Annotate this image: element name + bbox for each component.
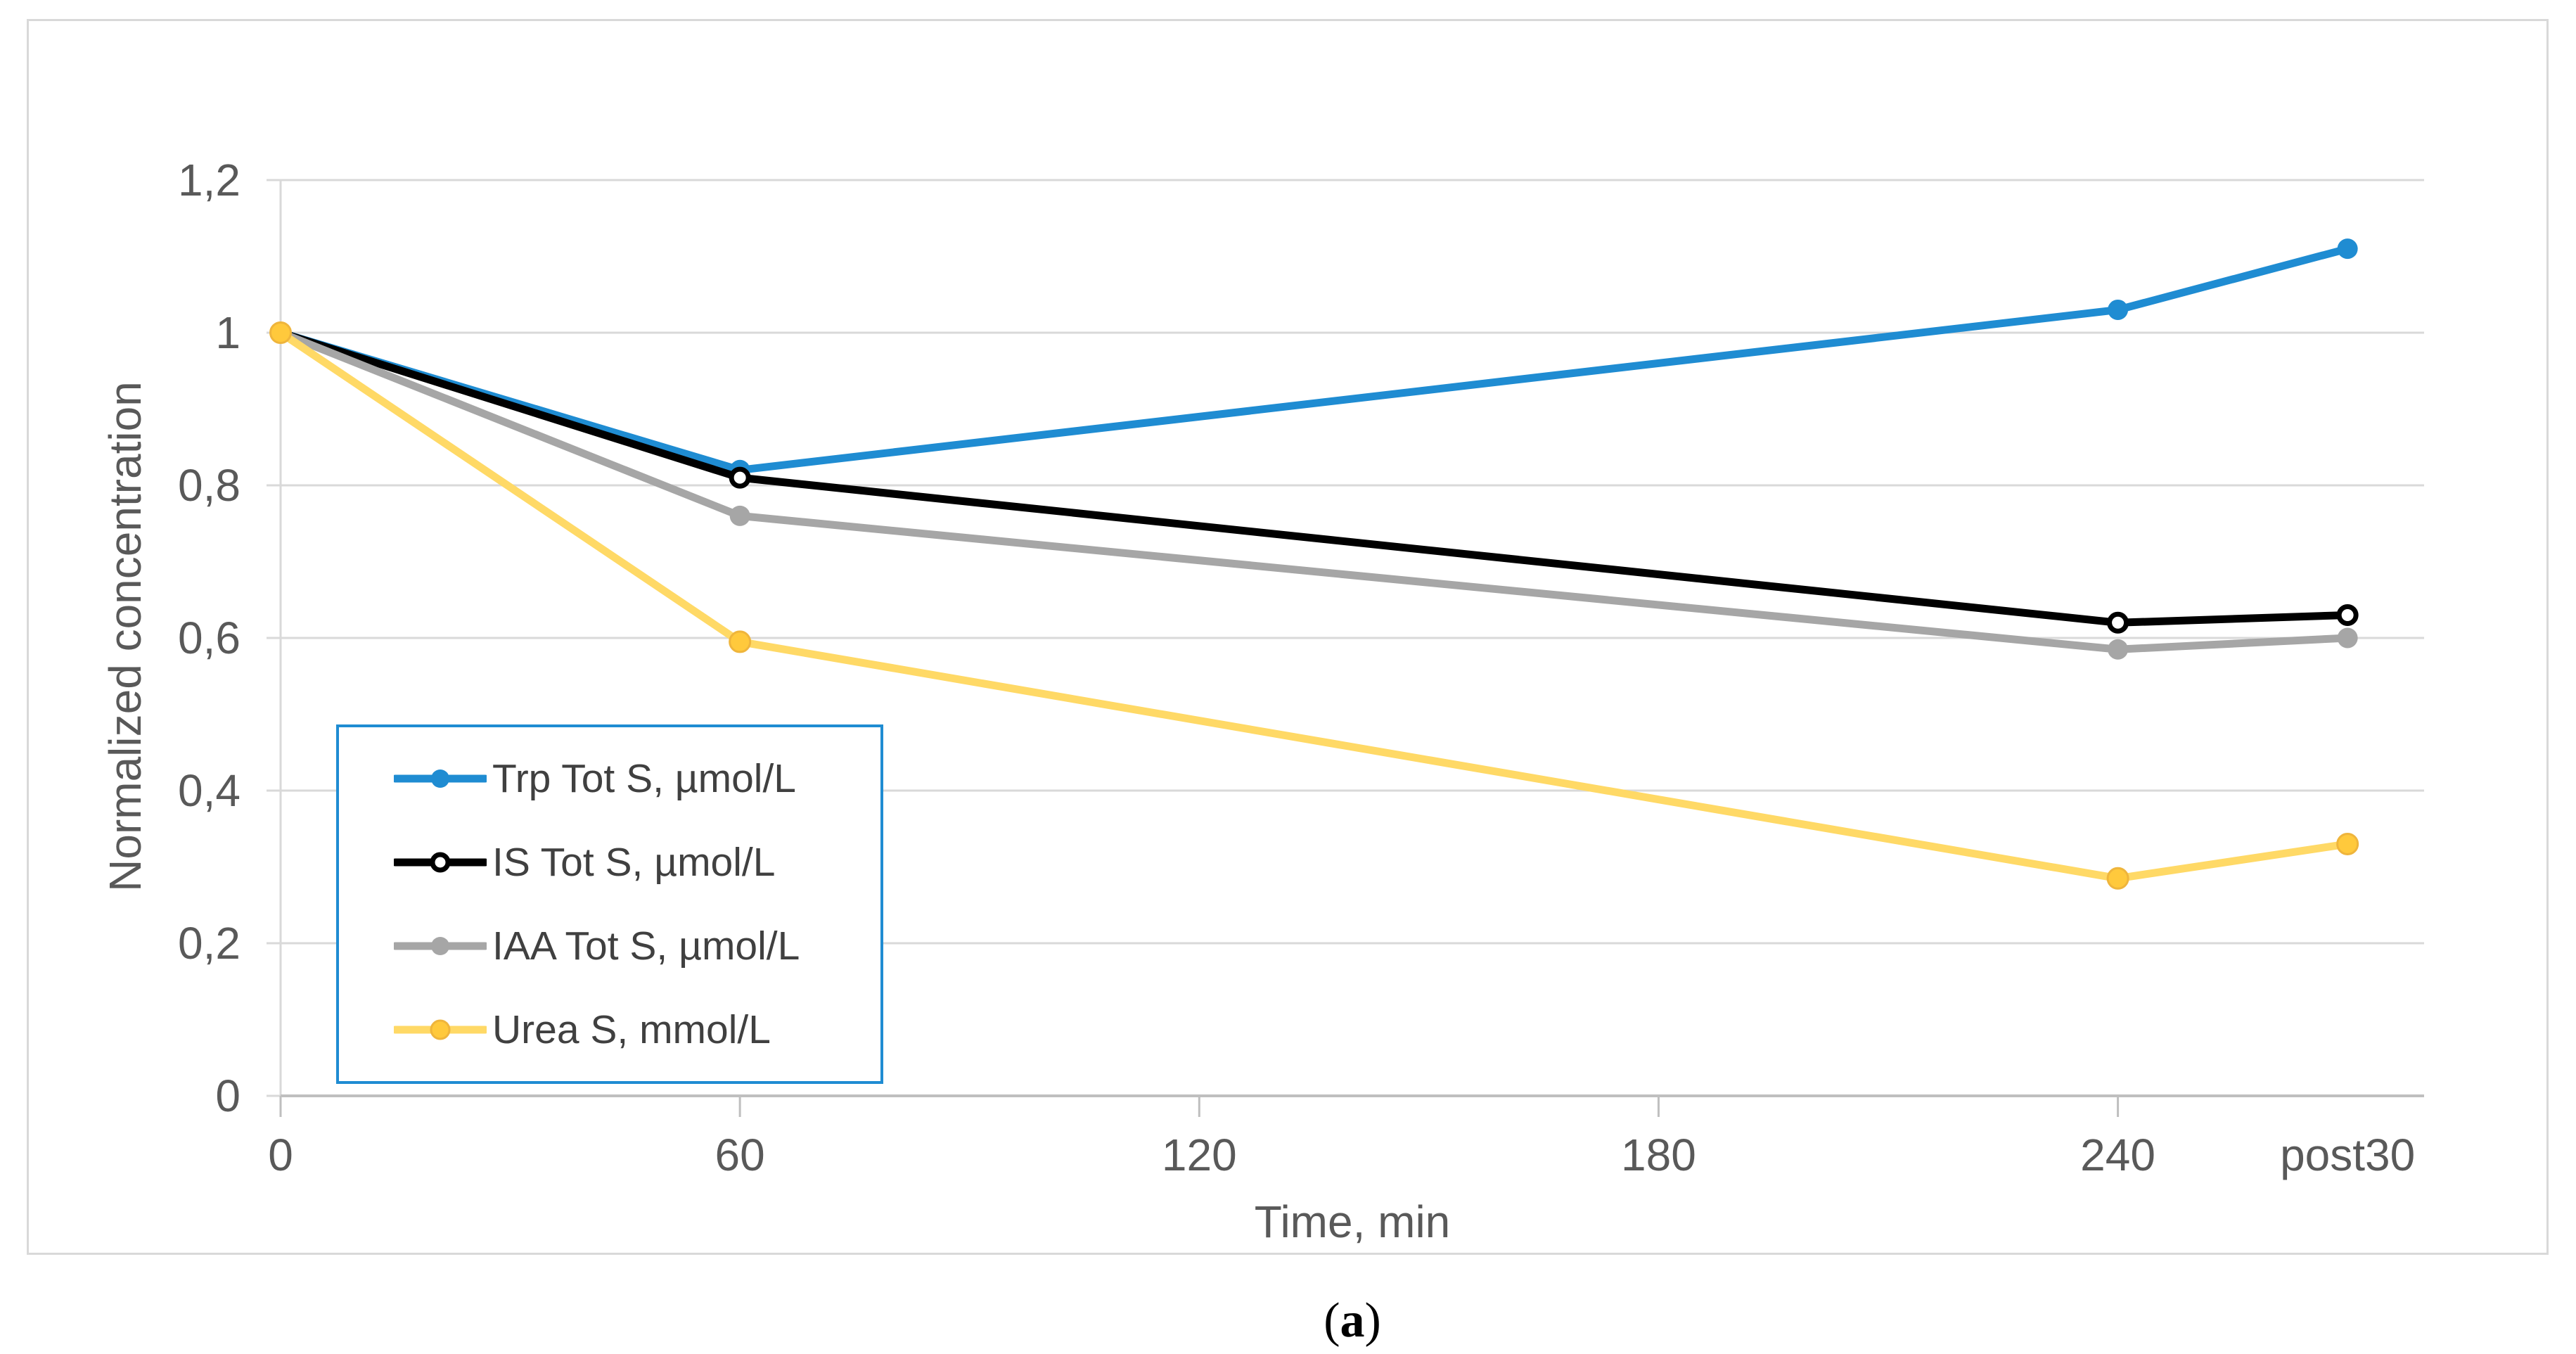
x-axis <box>279 1094 2424 1117</box>
legend-item-label: Urea S, mmol/L <box>492 1007 771 1052</box>
x-tick-label: 120 <box>1161 1130 1237 1180</box>
y-tick-label: 0,2 <box>178 918 241 969</box>
y-axis-title: Normalized concentration <box>100 381 150 892</box>
legend-item-label: IAA Tot S, µmol/L <box>492 923 800 969</box>
y-tick-label: 0 <box>215 1071 241 1121</box>
legend-swatch-marker <box>430 852 451 873</box>
legend-item-label: IS Tot S, µmol/L <box>492 840 776 886</box>
series-2 <box>269 321 2359 634</box>
series-marker <box>2337 238 2358 260</box>
series-marker <box>2108 299 2129 320</box>
figure-caption: (a) <box>281 1293 2424 1349</box>
series-marker <box>729 630 752 653</box>
x-tick-label: 60 <box>715 1130 765 1180</box>
y-tick-label: 0,8 <box>178 460 241 511</box>
caption-paren-close: ) <box>1364 1294 1381 1348</box>
y-tick-label: 1,2 <box>178 155 241 205</box>
legend-item: IS Tot S, µmol/L <box>394 839 880 886</box>
series-line <box>276 328 2352 627</box>
series-marker <box>2337 627 2358 649</box>
series-marker <box>269 321 292 344</box>
series-marker <box>2108 639 2129 660</box>
caption-paren-open: ( <box>1324 1294 1340 1348</box>
legend-swatch-marker <box>431 769 449 788</box>
y-tick-label: 1 <box>215 307 241 358</box>
legend-item: IAA Tot S, µmol/L <box>394 923 880 969</box>
legend-swatch-marker <box>430 1019 451 1040</box>
series-marker <box>2336 603 2359 626</box>
series-4 <box>269 321 2359 890</box>
legend: Trp Tot S, µmol/L IS Tot S, µmol/L IAA Tot… <box>336 724 883 1084</box>
x-tick-label: 240 <box>2080 1130 2155 1180</box>
series-line <box>276 328 2352 653</box>
series-marker <box>2336 832 2359 855</box>
x-tick-label: 180 <box>1621 1130 1696 1180</box>
series-marker <box>2107 611 2129 634</box>
x-tick-label: 0 <box>268 1130 293 1180</box>
y-tick-label: 0,6 <box>178 613 241 663</box>
series-marker <box>2106 867 2129 890</box>
legend-item: Trp Tot S, µmol/L <box>394 755 880 802</box>
series-marker <box>729 466 751 489</box>
series-3 <box>270 322 2358 660</box>
y-tick-label: 0,4 <box>178 765 241 816</box>
legend-swatch-marker <box>431 936 449 955</box>
legend-swatch-icon <box>394 936 487 955</box>
legend-swatch-icon <box>394 1019 487 1040</box>
series-line <box>276 328 2352 883</box>
x-axis-title: Time, min <box>1254 1196 1451 1247</box>
legend-swatch-icon <box>394 769 487 788</box>
series-1 <box>270 238 2358 480</box>
legend-swatch-icon <box>394 852 487 873</box>
legend-item: Urea S, mmol/L <box>394 1007 880 1053</box>
x-tick-label: post30 <box>2280 1130 2416 1180</box>
caption-letter: a <box>1340 1294 1365 1348</box>
series-marker <box>729 505 750 526</box>
series-line <box>276 245 2352 474</box>
legend-item-label: Trp Tot S, µmol/L <box>492 756 796 802</box>
y-axis <box>267 179 290 1097</box>
